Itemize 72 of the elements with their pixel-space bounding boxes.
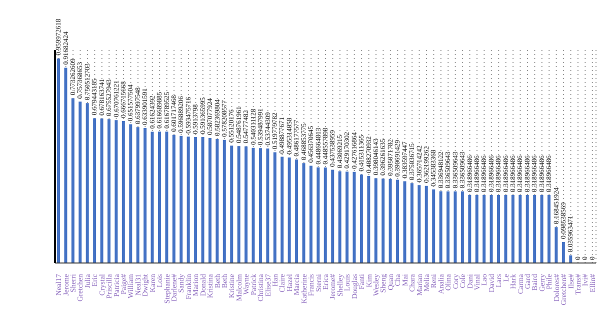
bar [382,178,385,263]
bar [201,137,204,263]
bar [504,195,508,263]
bar [78,102,82,263]
bar [490,195,493,263]
bar [216,138,219,263]
bar [367,176,370,263]
bar [180,136,183,263]
bar [352,172,356,263]
bar [107,119,110,263]
bar [295,159,298,263]
bar [518,195,522,263]
bar [288,158,291,263]
bar [208,138,212,263]
bar [280,156,284,263]
bar [439,191,442,263]
bar [302,163,306,263]
bar [482,195,486,263]
bar [432,189,436,263]
bar [122,120,125,263]
bar [403,181,406,263]
bar [136,127,140,263]
bar [222,140,226,263]
bar [144,128,147,263]
bar [266,148,270,263]
bar [93,118,96,263]
bar [475,195,478,263]
bar [114,120,118,263]
bar [418,185,421,263]
bar [360,174,363,263]
bar [244,146,248,263]
bar [172,134,176,263]
bar [346,172,349,263]
bar [548,195,551,263]
bar [57,58,60,263]
bar [186,136,190,263]
bar [100,118,104,263]
bar [468,195,472,263]
bar [71,98,74,263]
bar [194,137,198,263]
bar [331,170,334,263]
bar [533,195,536,263]
bar [454,191,457,263]
bar [64,68,68,263]
bar [446,191,450,263]
bar [230,146,234,263]
bar [497,195,500,263]
bar [158,132,161,263]
bar [569,255,572,263]
bar [554,227,558,263]
bar [324,167,327,263]
bar [316,167,320,263]
bar [424,186,428,263]
bar [252,148,255,263]
bar [460,191,464,263]
bar [410,183,414,263]
bar [86,103,89,263]
bar [511,195,514,263]
bar [396,180,400,263]
bar [165,132,168,263]
bar [388,178,392,263]
bar [258,148,262,263]
bar [237,146,240,263]
bar [309,166,312,263]
bar [374,178,378,263]
bar [540,195,544,263]
bar [338,171,342,263]
bar [129,124,132,263]
bar [526,195,529,263]
bar [273,152,276,263]
bar [150,132,154,263]
bar [562,242,565,263]
